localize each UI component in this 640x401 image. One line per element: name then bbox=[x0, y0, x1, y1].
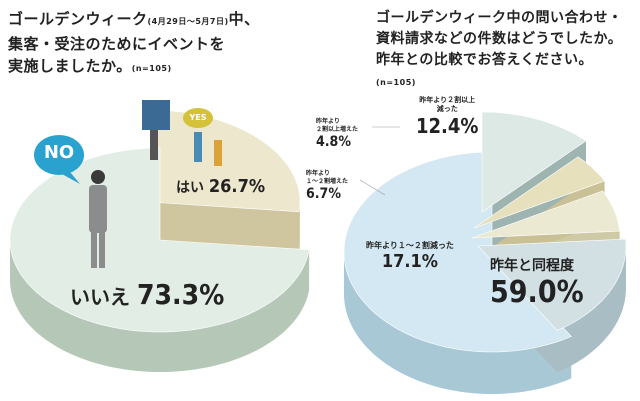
label-same-value: 59.0% bbox=[490, 275, 584, 310]
left-title-line2: 集客・受注のためにイベントを bbox=[8, 35, 226, 53]
pie1-slice-2 bbox=[471, 190, 620, 239]
label-up-2: 昨年より ２割以上増えた 4.8% bbox=[316, 118, 358, 150]
shop-building-icon bbox=[142, 100, 170, 130]
customer-person-icon bbox=[194, 132, 202, 162]
pie1-slice-4 bbox=[481, 111, 587, 213]
label-down-1-2-category: 昨年より１〜２割減った bbox=[366, 241, 454, 250]
label-up-1-2-value: 6.7% bbox=[306, 186, 341, 202]
pie1-slice-1 bbox=[477, 238, 627, 331]
left-title-line1: ゴールデンウィーク bbox=[8, 10, 148, 28]
label-down-2: 昨年より２割以上 減った 12.4% bbox=[416, 96, 478, 138]
label-up-2-line1: 昨年より bbox=[316, 118, 340, 125]
pie1-slice-side bbox=[344, 252, 572, 394]
pie1-slice-0 bbox=[343, 151, 572, 353]
label-same: 昨年と同程度 59.0% bbox=[490, 255, 584, 310]
right-sample-size: (n=105) bbox=[376, 78, 416, 87]
label-down-2-value: 12.4% bbox=[416, 114, 479, 138]
pie0-slice-cut bbox=[150, 202, 300, 252]
label-yes-category: はい bbox=[176, 180, 204, 196]
label-up-1-2-line1: 昨年より bbox=[306, 170, 330, 177]
pie0-slice-side bbox=[299, 202, 300, 252]
label-up-2-line2: ２割以上増えた bbox=[316, 126, 359, 133]
person-head-icon bbox=[91, 170, 105, 184]
label-no: いいえ 73.3% bbox=[70, 278, 224, 311]
label-no-value: 73.3% bbox=[136, 278, 225, 311]
left-title-line1-end: 中、 bbox=[228, 10, 260, 28]
no-bubble-text: NO bbox=[43, 142, 75, 163]
label-up-1-2: 昨年より １〜２割増えた 6.7% bbox=[306, 170, 348, 202]
label-no-category: いいえ bbox=[70, 285, 130, 309]
left-chart-title: ゴールデンウィーク(4月29日〜5月7日)中、 集客・受注のためにイベントを 実… bbox=[8, 8, 260, 80]
pie0-slice-side bbox=[10, 240, 310, 372]
yes-bubble-text: YES bbox=[189, 113, 207, 122]
label-up-1-2-line2: １〜２割増えた bbox=[306, 178, 349, 185]
left-title-line3: 実施しましたか。 bbox=[8, 57, 132, 75]
label-yes-value: 26.7% bbox=[208, 176, 266, 197]
person-leg-icon bbox=[99, 230, 105, 268]
label-down-1-2-value: 17.1% bbox=[381, 251, 439, 272]
pie1-slice-3 bbox=[473, 156, 606, 229]
label-down-2-line1: 昨年より２割以上 bbox=[419, 96, 476, 104]
label-down-2-line2: 減った bbox=[436, 105, 458, 113]
right-title-line2: 資料請求などの件数はどうでしたか。 bbox=[376, 31, 623, 47]
left-sample-size: (n=105) bbox=[131, 64, 172, 73]
label-same-category: 昨年と同程度 bbox=[490, 258, 574, 274]
leader-line bbox=[359, 179, 386, 196]
no-speech-bubble-tail bbox=[62, 172, 80, 184]
yes-speech-bubble bbox=[183, 108, 213, 128]
person-leg-icon bbox=[91, 230, 97, 268]
label-yes: はい 26.7% bbox=[176, 176, 265, 197]
staff-person-icon bbox=[150, 130, 158, 160]
left-title-period: (4月29日〜5月7日) bbox=[147, 17, 229, 26]
label-down-1-2: 昨年より１〜２割減った 17.1% bbox=[366, 240, 454, 272]
pie1-slice-side bbox=[557, 246, 626, 373]
customer-person-icon bbox=[214, 140, 222, 166]
person-body-icon bbox=[89, 185, 107, 233]
right-title-line3: 昨年との比較でお答えください。 bbox=[376, 52, 593, 68]
right-chart-title: ゴールデンウィーク中の問い合わせ・ 資料請求などの件数はどうでしたか。 昨年との… bbox=[376, 8, 623, 93]
no-speech-bubble bbox=[34, 135, 84, 175]
label-up-2-value: 4.8% bbox=[316, 134, 351, 150]
right-title-line1: ゴールデンウィーク中の問い合わせ・ bbox=[376, 10, 623, 26]
